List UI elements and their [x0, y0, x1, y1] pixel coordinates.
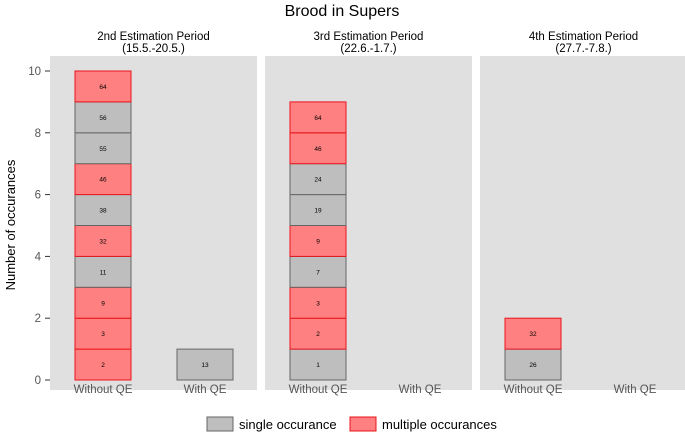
facet-subtitle: (27.7.-7.8.)	[555, 43, 611, 55]
segment-label: 3	[316, 300, 320, 307]
x-tick-label: Without QE	[504, 384, 563, 396]
y-tick-label: 10	[28, 66, 41, 78]
segment-label: 32	[99, 238, 107, 245]
chart-title: Brood in Supers	[285, 3, 400, 20]
bar-segment	[74, 286, 132, 319]
legend-item-single: single occurance	[206, 416, 337, 432]
segment-label: 7	[316, 269, 320, 276]
legend-item-multiple: multiple occurances	[349, 416, 497, 432]
bar-segment	[289, 317, 347, 350]
segment-label: 46	[314, 146, 322, 153]
segment-label: 19	[314, 208, 322, 215]
bar-segment	[74, 163, 132, 196]
segment-label: 38	[99, 208, 107, 215]
segment-label: 55	[99, 146, 107, 153]
x-tick-label: With QE	[399, 384, 442, 396]
facet-panels: 2nd Estimation Period(15.5.-20.5.)239113…	[50, 31, 685, 396]
bar-segment	[74, 132, 132, 165]
y-axis-label: Number of occurances	[3, 159, 18, 290]
legend-swatch	[349, 416, 377, 432]
segment-label: 1	[316, 362, 320, 369]
segment-label: 2	[101, 362, 105, 369]
bar-segment	[289, 225, 347, 257]
legend-label: multiple occurances	[382, 417, 497, 432]
segment-label: 26	[529, 362, 537, 369]
y-tick-label: 8	[35, 128, 41, 140]
legend-swatch	[206, 416, 234, 432]
segment-label: 64	[314, 115, 322, 122]
facet-title: 3rd Estimation Period	[314, 31, 424, 43]
bar-segment	[289, 255, 347, 288]
segment-label: 24	[314, 177, 322, 184]
x-tick-label: With QE	[184, 384, 227, 396]
segment-label: 13	[201, 362, 209, 369]
y-tick-label: 4	[35, 251, 42, 263]
bar-segment	[289, 101, 347, 134]
bar-segment	[289, 286, 347, 319]
segment-label: 56	[99, 115, 107, 122]
x-tick-label: With QE	[614, 384, 657, 396]
segment-label: 46	[99, 177, 107, 184]
x-tick-label: Without QE	[74, 384, 133, 396]
y-tick-label: 2	[35, 313, 41, 325]
bar-segment	[74, 194, 132, 227]
facet-panel-2: 3rd Estimation Period(22.6.-1.7.) 1 2 3 7 9 19…	[265, 31, 472, 396]
bar-segment	[289, 132, 347, 165]
y-axis: 0 2 4 6 8 10	[28, 66, 50, 387]
y-tick-label: 6	[35, 190, 41, 202]
bar-segment	[74, 101, 132, 134]
bar-segment	[176, 348, 234, 381]
segment-label: 32	[529, 331, 537, 338]
facet-subtitle: (15.5.-20.5.)	[122, 43, 185, 55]
segment-label: 64	[99, 84, 107, 91]
bar-segment	[74, 348, 132, 381]
segment-label: 2	[316, 331, 320, 338]
y-tick-label: 0	[35, 375, 41, 387]
legend: single occurance multiple occurances	[206, 416, 497, 432]
bar-segment	[74, 70, 132, 103]
facet-title: 4th Estimation Period	[529, 31, 638, 43]
bar-segment	[504, 317, 562, 350]
bar-segment	[504, 348, 562, 381]
segment-label: 3	[101, 331, 105, 338]
segment-label: 11	[100, 269, 107, 276]
facet-title: 2nd Estimation Period	[97, 31, 210, 43]
x-tick-label: Without QE	[289, 384, 348, 396]
segment-label: 9	[101, 300, 105, 307]
legend-label: single occurance	[239, 417, 337, 432]
facet-subtitle: (22.6.-1.7.)	[340, 43, 396, 55]
segment-label: 9	[316, 238, 320, 245]
facet-panel-1: 2nd Estimation Period(15.5.-20.5.) 2 3 9 11 3…	[50, 31, 257, 396]
bar-segment	[74, 255, 132, 288]
facet-panel-3: 4th Estimation Period(27.7.-7.8.) 26 32 Wit…	[480, 31, 685, 396]
